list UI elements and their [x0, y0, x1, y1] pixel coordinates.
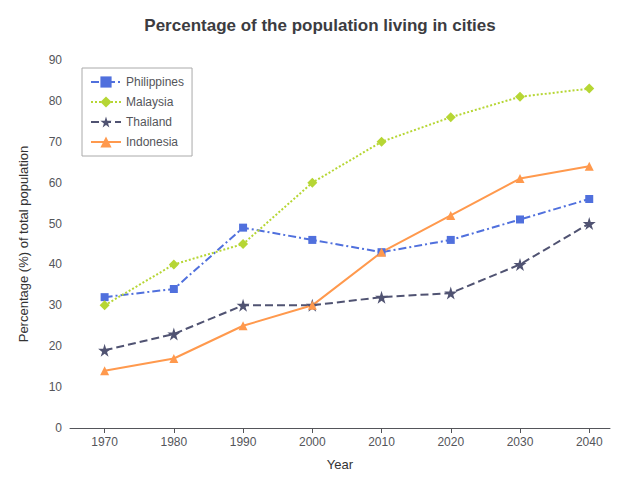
- svg-text:2020: 2020: [437, 435, 464, 449]
- svg-text:1980: 1980: [160, 435, 187, 449]
- svg-text:Percentage (%) of total popula: Percentage (%) of total population: [16, 146, 31, 343]
- svg-text:2010: 2010: [368, 435, 395, 449]
- svg-text:2000: 2000: [299, 435, 326, 449]
- svg-text:80: 80: [49, 94, 63, 108]
- svg-text:30: 30: [49, 298, 63, 312]
- svg-text:2040: 2040: [576, 435, 603, 449]
- svg-text:10: 10: [49, 380, 63, 394]
- svg-text:Year: Year: [327, 457, 354, 472]
- svg-text:Percentage of the population l: Percentage of the population living in c…: [144, 16, 495, 35]
- svg-text:40: 40: [49, 257, 63, 271]
- svg-text:20: 20: [49, 339, 63, 353]
- svg-text:0: 0: [55, 421, 62, 435]
- svg-text:2030: 2030: [507, 435, 534, 449]
- svg-text:Indonesia: Indonesia: [126, 135, 178, 149]
- svg-text:Malaysia: Malaysia: [126, 95, 174, 109]
- svg-text:60: 60: [49, 176, 63, 190]
- svg-text:1990: 1990: [230, 435, 257, 449]
- svg-text:70: 70: [49, 135, 63, 149]
- svg-text:1970: 1970: [91, 435, 118, 449]
- svg-text:90: 90: [49, 53, 63, 67]
- svg-text:Philippines: Philippines: [126, 75, 184, 89]
- svg-text:Thailand: Thailand: [126, 115, 172, 129]
- svg-text:50: 50: [49, 217, 63, 231]
